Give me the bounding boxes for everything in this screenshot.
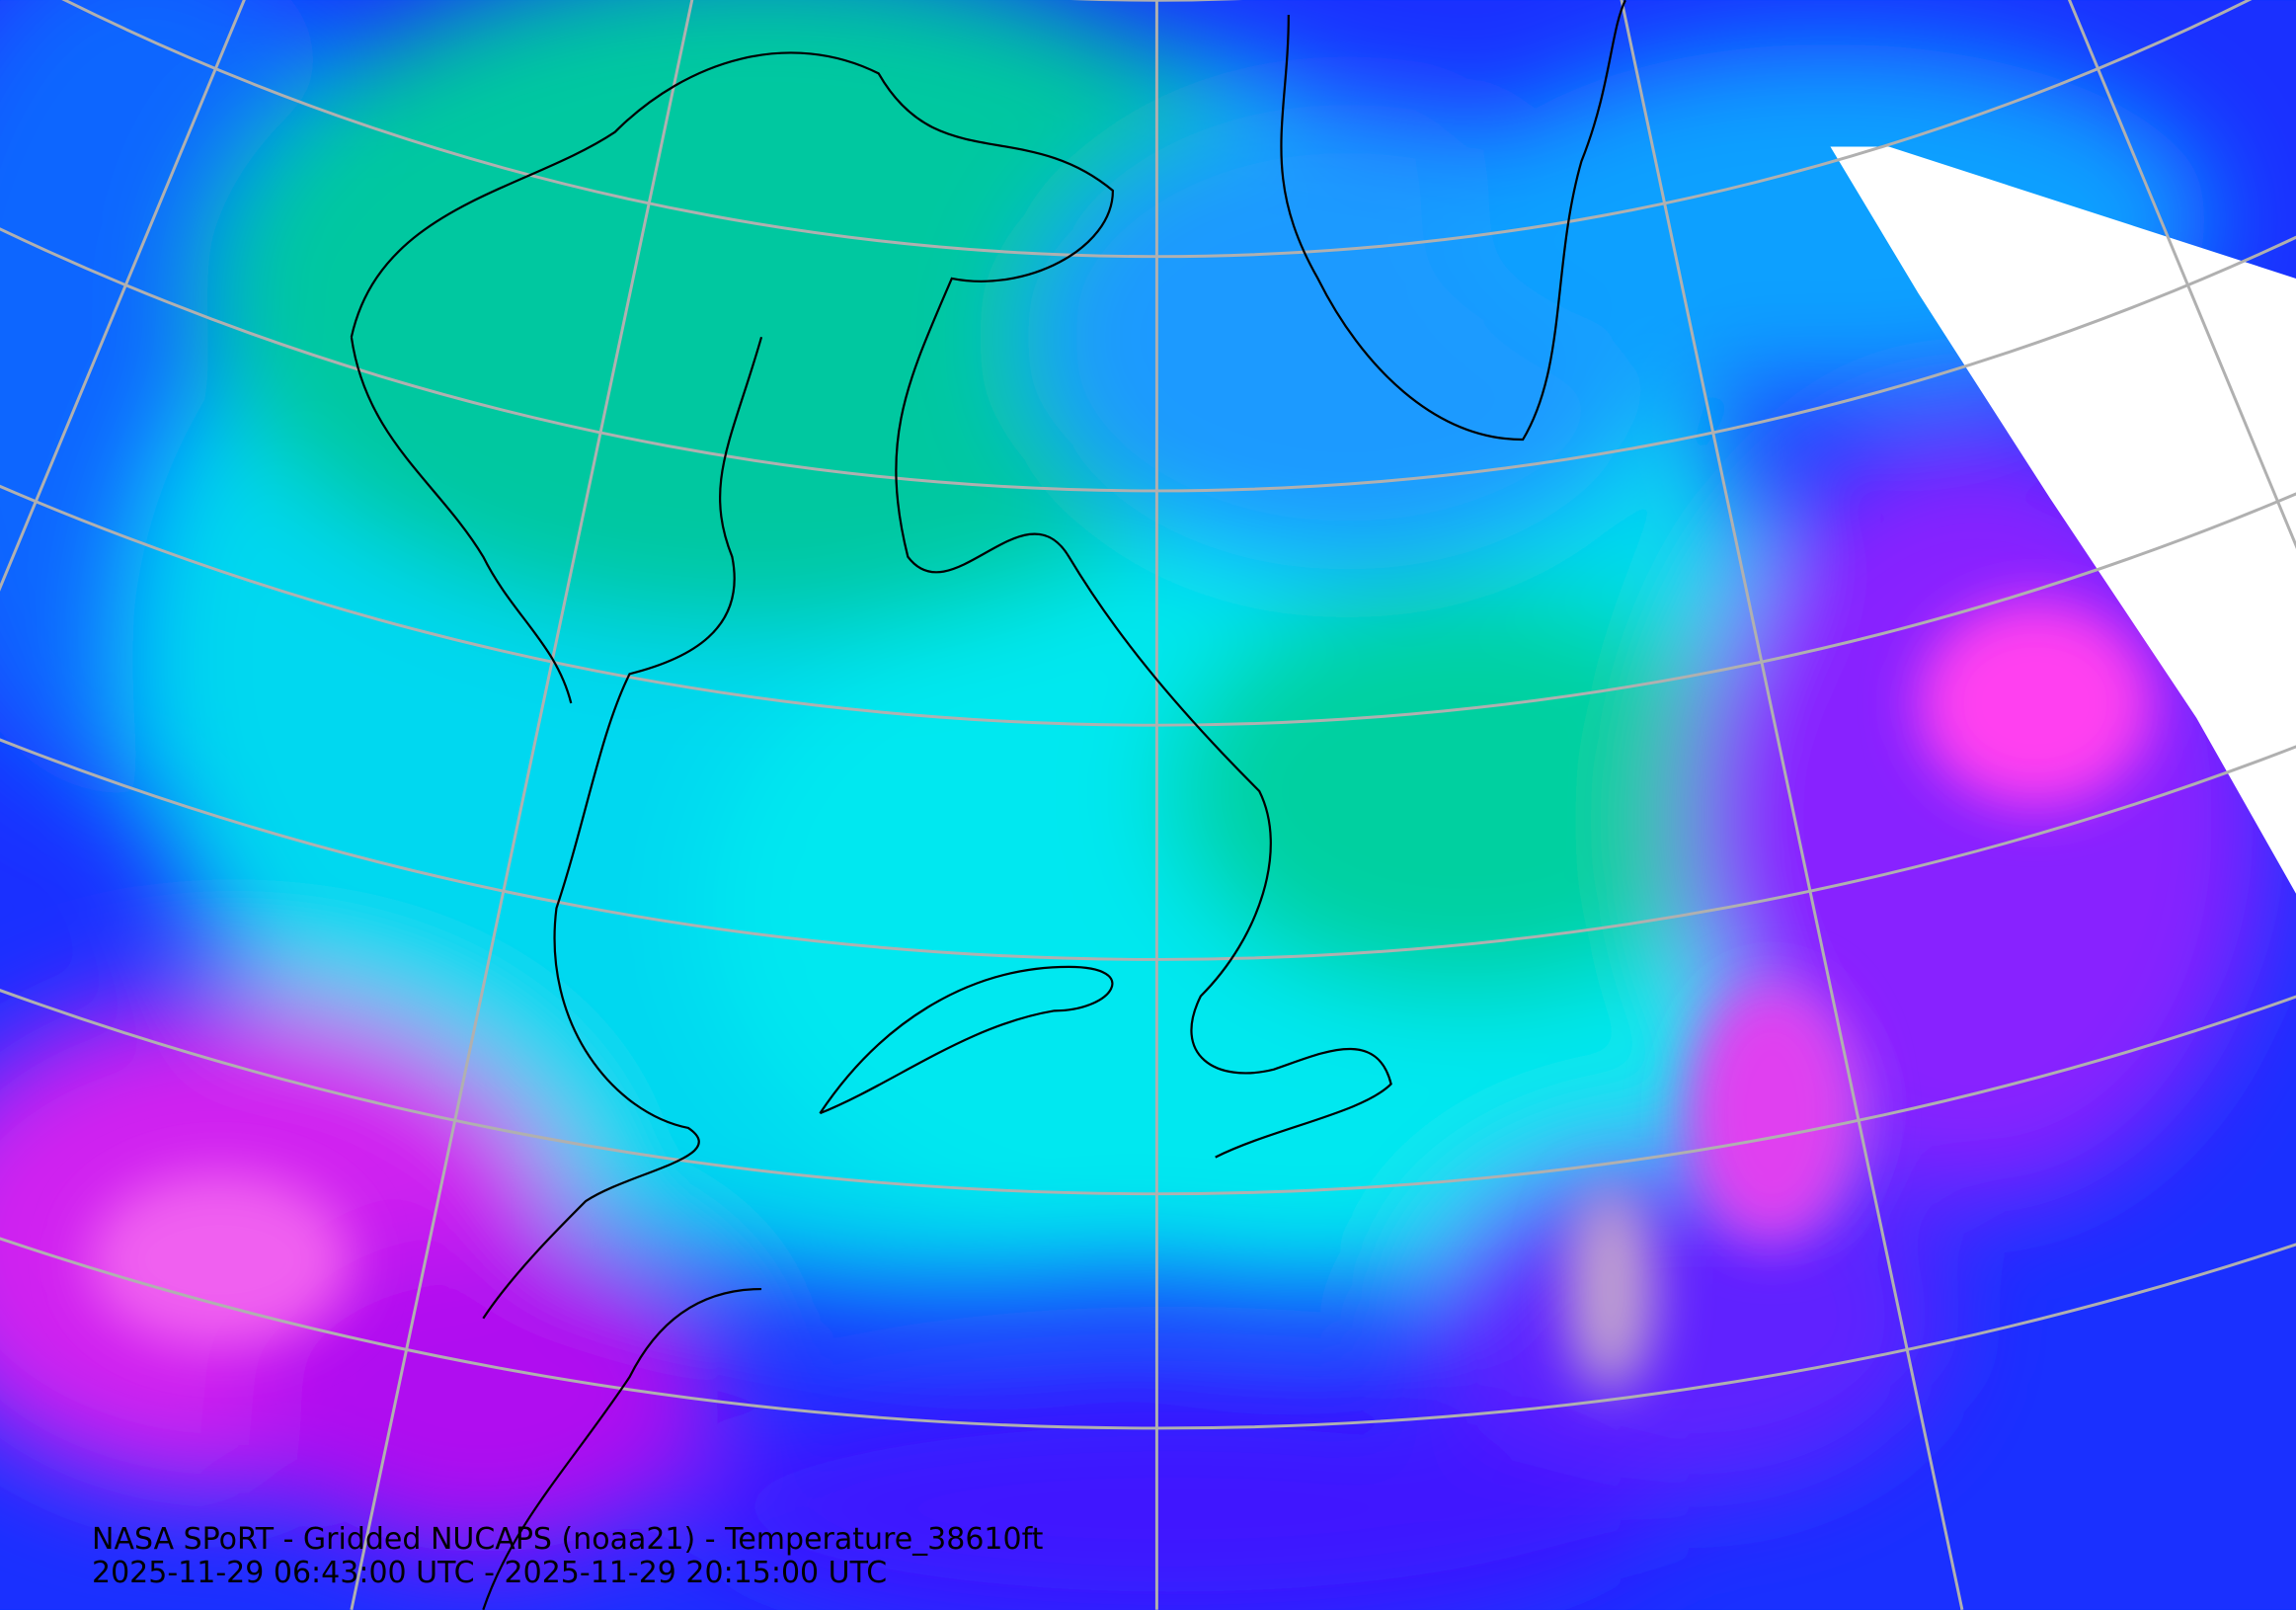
no-data-region [1830, 146, 2296, 894]
caption-title: NASA SPoRT - Gridded NUCAPS (noaa21) - T… [92, 1522, 1044, 1557]
coastlines [350, 0, 1626, 1610]
caption-time-range: 2025-11-29 06:43:00 UTC - 2025-11-29 20:… [92, 1556, 888, 1590]
warm-pockets [87, 601, 2153, 1392]
